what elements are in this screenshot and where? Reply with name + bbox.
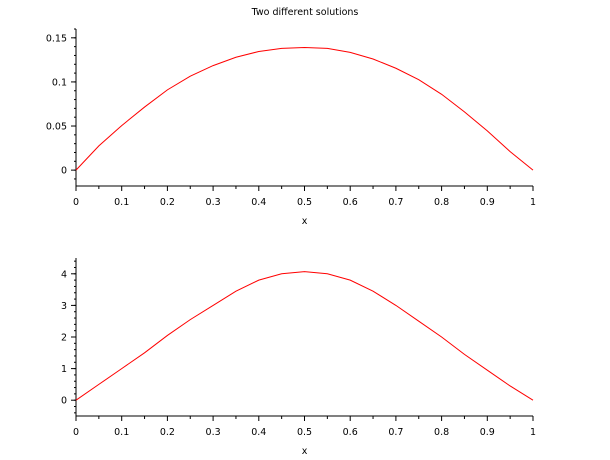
top-y-tick-label: 0.05 — [46, 122, 67, 133]
bottom-y-tick-label: 4 — [61, 269, 67, 280]
bottom-y-tick-label: 3 — [61, 301, 67, 312]
figure-title: Two different solutions — [251, 7, 359, 18]
top-series-line — [75, 47, 534, 171]
bottom-y-tick-label: 1 — [61, 364, 67, 375]
top-x-tick-label: 0.8 — [434, 197, 449, 208]
bottom-x-tick-label: 0.5 — [297, 427, 312, 438]
top-x-tick-label: 0.9 — [480, 197, 495, 208]
top-y-tick-label: 0 — [61, 166, 67, 177]
top-x-axis-label: x — [302, 216, 308, 227]
bottom-x-tick-label: 0.6 — [343, 427, 358, 438]
top-y-tick-label: 0.1 — [52, 77, 67, 88]
bottom-x-tick-label: 0.7 — [388, 427, 403, 438]
bottom-x-tick-label: 0.9 — [480, 427, 495, 438]
top-x-tick-label: 1 — [530, 197, 536, 208]
bottom-y-tick-label: 2 — [61, 333, 67, 344]
bottom-x-tick-label: 0.2 — [160, 427, 175, 438]
top-x-tick-label: 0.7 — [388, 197, 403, 208]
bottom-x-tick-label: 0.4 — [251, 427, 266, 438]
top-y-tick-label: 0.15 — [46, 33, 67, 44]
top-x-tick-label: 0 — [73, 197, 79, 208]
bottom-x-tick-label: 1 — [530, 427, 536, 438]
top-x-tick-label: 0.5 — [297, 197, 312, 208]
bottom-x-tick-label: 0.1 — [114, 427, 129, 438]
bottom-x-axis-label: x — [302, 446, 308, 457]
top-x-tick-label: 0.4 — [251, 197, 266, 208]
top-x-tick-label: 0.6 — [343, 197, 358, 208]
bottom-x-tick-label: 0.3 — [206, 427, 221, 438]
top-plot: 0 0.1 0.2 0.3 0.4 0.5 0.6 0.7 0.8 0.9 1 0 0.05 0.1 0.1… — [46, 28, 536, 227]
bottom-series-line — [75, 271, 534, 401]
bottom-x-tick-label: 0 — [73, 427, 79, 438]
bottom-plot: 0 0.1 0.2 0.3 0.4 0.5 0.6 0.7 0.8 0.9 1 0 1 2 3 4 x — [61, 258, 536, 457]
top-x-tick-label: 0.2 — [160, 197, 175, 208]
top-x-tick-label: 0.3 — [206, 197, 221, 208]
bottom-x-tick-label: 0.8 — [434, 427, 449, 438]
bottom-y-tick-label: 0 — [61, 396, 67, 407]
top-x-tick-label: 0.1 — [114, 197, 129, 208]
